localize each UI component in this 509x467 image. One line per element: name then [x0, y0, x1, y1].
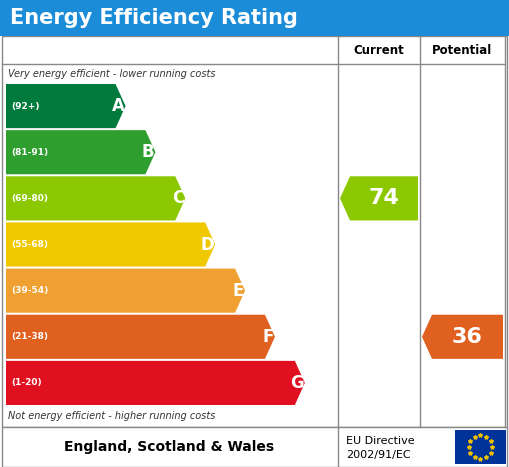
Text: Potential: Potential: [432, 43, 493, 57]
Polygon shape: [6, 130, 155, 174]
Text: 74: 74: [369, 188, 400, 208]
Polygon shape: [6, 222, 215, 267]
Polygon shape: [6, 269, 245, 313]
Text: (69-80): (69-80): [11, 194, 48, 203]
Text: 2002/91/EC: 2002/91/EC: [346, 450, 411, 460]
Bar: [0, 0, 509, 36]
Text: (39-54): (39-54): [11, 286, 48, 295]
Text: EU Directive: EU Directive: [346, 436, 415, 446]
Bar: [2, 36, 507, 427]
Polygon shape: [6, 84, 126, 128]
Text: F: F: [263, 328, 274, 346]
Text: (55-68): (55-68): [11, 240, 48, 249]
Text: Current: Current: [354, 43, 404, 57]
Text: Very energy efficient - lower running costs: Very energy efficient - lower running co…: [8, 69, 215, 79]
Text: (1-20): (1-20): [11, 378, 42, 388]
Polygon shape: [340, 176, 418, 220]
Text: D: D: [201, 235, 214, 254]
Text: A: A: [111, 97, 125, 115]
Text: England, Scotland & Wales: England, Scotland & Wales: [64, 440, 274, 454]
Text: Not energy efficient - higher running costs: Not energy efficient - higher running co…: [8, 411, 215, 421]
Polygon shape: [6, 361, 305, 405]
Polygon shape: [422, 315, 503, 359]
Text: Energy Efficiency Rating: Energy Efficiency Rating: [10, 8, 298, 28]
Text: (92+): (92+): [11, 101, 40, 111]
Text: E: E: [233, 282, 244, 300]
Text: (81-91): (81-91): [11, 148, 48, 157]
Text: G: G: [290, 374, 304, 392]
Bar: [455, 430, 506, 464]
Polygon shape: [6, 315, 275, 359]
Text: C: C: [172, 189, 184, 207]
Polygon shape: [6, 176, 185, 220]
Text: (21-38): (21-38): [11, 333, 48, 341]
Bar: [2, 427, 507, 467]
Text: 36: 36: [452, 327, 483, 347]
Text: B: B: [142, 143, 154, 161]
